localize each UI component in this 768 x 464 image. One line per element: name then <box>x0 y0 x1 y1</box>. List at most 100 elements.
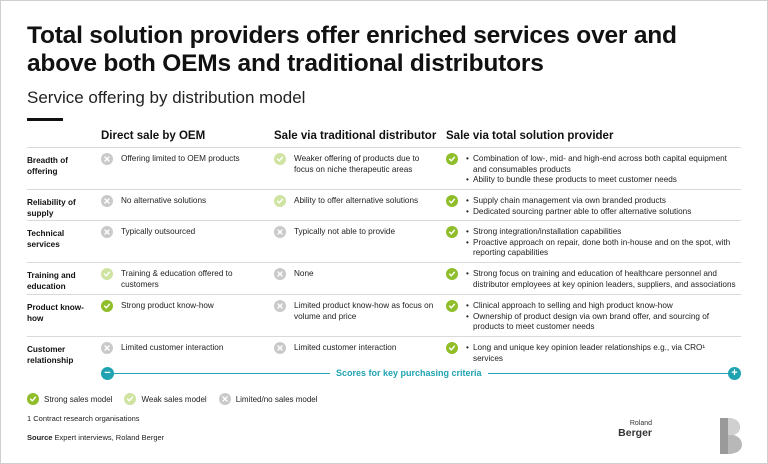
column-header-total-solution: Sale via total solution provider <box>446 130 614 142</box>
cell-total-solution: Supply chain management via own branded … <box>446 195 736 217</box>
legend-label: Limited/no sales model <box>235 394 318 404</box>
source-text: Expert interviews, Roland Berger <box>54 433 165 442</box>
source-note: Source Expert interviews, Roland Berger <box>27 433 164 442</box>
cell-text: Typically outsourced <box>121 227 196 236</box>
check-icon <box>101 300 113 312</box>
check-icon <box>274 153 286 165</box>
table-row-breadth-of-offering: Breadth of offering Offering limited to O… <box>27 147 741 185</box>
cross-icon <box>101 226 113 238</box>
cell-oem: Strong product know-how <box>101 300 251 312</box>
cell-text: Limited customer interaction <box>121 343 224 352</box>
footnote: 1 Contract research organisations <box>27 414 140 423</box>
bullet-item: Strong integration/installation capabili… <box>466 227 736 238</box>
check-icon <box>446 268 458 280</box>
row-label: Technical services <box>27 229 65 249</box>
legend-label: Weak sales model <box>141 394 207 404</box>
bullet-list: Long and unique key opinion leader relat… <box>466 343 736 364</box>
bullet-item: Dedicated sourcing partner able to offer… <box>466 207 691 218</box>
check-icon <box>446 226 458 238</box>
bullet-item: Ability to bundle these products to meet… <box>466 175 736 186</box>
cell-text: Typically not able to provide <box>294 227 396 236</box>
check-icon <box>101 268 113 280</box>
bullet-list: Combination of low-, mid- and high-end a… <box>466 154 736 186</box>
cell-oem: Typically outsourced <box>101 226 251 238</box>
cell-distributor: Ability to offer alternative solutions <box>274 195 434 207</box>
row-label: Customer relationship <box>27 345 74 365</box>
cell-text: Strong product know-how <box>121 301 214 310</box>
scores-label: Scores for key purchasing criteria <box>330 368 488 378</box>
cell-text: Limited product know-how as focus on vol… <box>294 301 434 321</box>
logo-mark-icon <box>720 418 742 454</box>
page-title: Total solution providers offer enriched … <box>27 22 677 77</box>
bullet-list: Strong integration/installation capabili… <box>466 227 736 259</box>
row-label: Training and education <box>27 271 76 291</box>
table-row-customer-relationship: Customer relationship Limited customer in… <box>27 336 741 365</box>
cross-icon <box>101 342 113 354</box>
cell-total-solution: Combination of low-, mid- and high-end a… <box>446 153 736 186</box>
cell-text: Training & education offered to customer… <box>121 269 233 289</box>
cell-total-solution: Long and unique key opinion leader relat… <box>446 342 736 364</box>
cell-oem: Training & education offered to customer… <box>101 268 251 290</box>
legend: Strong sales model Weak sales model Limite… <box>27 393 330 405</box>
bullet-item: Ownership of product design via own bran… <box>466 312 736 333</box>
table-row-product-know-how: Product know-how Strong product know-how L… <box>27 294 741 331</box>
check-icon <box>446 153 458 165</box>
bullet-item: Clinical approach to selling and high pr… <box>466 301 736 312</box>
row-label: Product know-how <box>27 303 84 323</box>
cell-distributor: Limited product know-how as focus on vol… <box>274 300 434 322</box>
cross-icon <box>274 226 286 238</box>
cell-distributor: None <box>274 268 434 280</box>
cell-distributor: Weaker offering of products due to focus… <box>274 153 434 175</box>
minus-icon: − <box>101 367 114 380</box>
check-icon <box>124 393 137 405</box>
bullet-list: Supply chain management via own branded … <box>466 196 691 217</box>
cell-oem: No alternative solutions <box>101 195 251 207</box>
bullet-item: Combination of low-, mid- and high-end a… <box>466 154 736 175</box>
cross-icon <box>274 300 286 312</box>
page-subtitle: Service offering by distribution model <box>27 88 306 107</box>
bullet-item: Supply chain management via own branded … <box>466 196 691 207</box>
cross-icon <box>101 153 113 165</box>
legend-item-weak: Weak sales model <box>124 393 207 405</box>
check-icon <box>274 195 286 207</box>
row-label: Breadth of offering <box>27 156 68 176</box>
cell-total-solution: Strong focus on training and education o… <box>446 268 736 290</box>
cell-text: None <box>294 269 314 278</box>
table-row-training-and-education: Training and education Training & educati… <box>27 262 741 291</box>
cell-distributor: Limited customer interaction <box>274 342 434 354</box>
cell-text: No alternative solutions <box>121 196 207 205</box>
legend-label: Strong sales model <box>44 394 113 404</box>
cell-total-solution: Strong integration/installation capabili… <box>446 226 736 259</box>
check-icon <box>446 342 458 354</box>
cell-total-solution: Clinical approach to selling and high pr… <box>446 300 736 333</box>
check-icon <box>446 195 458 207</box>
bullet-list: Strong focus on training and education o… <box>466 269 736 290</box>
source-label: Source <box>27 433 53 442</box>
bullet-item: Strong focus on training and education o… <box>466 269 736 290</box>
cross-icon <box>274 342 286 354</box>
bullet-item: Long and unique key opinion leader relat… <box>466 343 736 364</box>
cell-oem: Offering limited to OEM products <box>101 153 251 165</box>
cross-icon <box>218 393 231 405</box>
legend-item-strong: Strong sales model <box>27 393 112 405</box>
bullet-list: Clinical approach to selling and high pr… <box>466 301 736 333</box>
title-rule <box>27 118 63 121</box>
cell-text: Ability to offer alternative solutions <box>294 196 419 205</box>
row-label: Reliability of supply <box>27 198 76 218</box>
cell-text: Offering limited to OEM products <box>121 154 240 163</box>
check-icon <box>446 300 458 312</box>
cross-icon <box>274 268 286 280</box>
table-row-reliability-of-supply: Reliability of supply No alternative solu… <box>27 189 741 218</box>
plus-icon: + <box>728 367 741 380</box>
column-header-distributor: Sale via traditional distributor <box>274 130 437 142</box>
bullet-item: Proactive approach on repair, done both … <box>466 238 736 259</box>
cell-distributor: Typically not able to provide <box>274 226 434 238</box>
table-row-technical-services: Technical services Typically outsourced Ty… <box>27 220 741 257</box>
cross-icon <box>101 195 113 207</box>
column-header-oem: Direct sale by OEM <box>101 130 206 142</box>
cell-oem: Limited customer interaction <box>101 342 251 354</box>
legend-item-none: Limited/no sales model <box>218 393 318 405</box>
logo-line1: Roland <box>629 420 652 427</box>
cell-text: Limited customer interaction <box>294 343 397 352</box>
check-icon <box>27 393 39 405</box>
